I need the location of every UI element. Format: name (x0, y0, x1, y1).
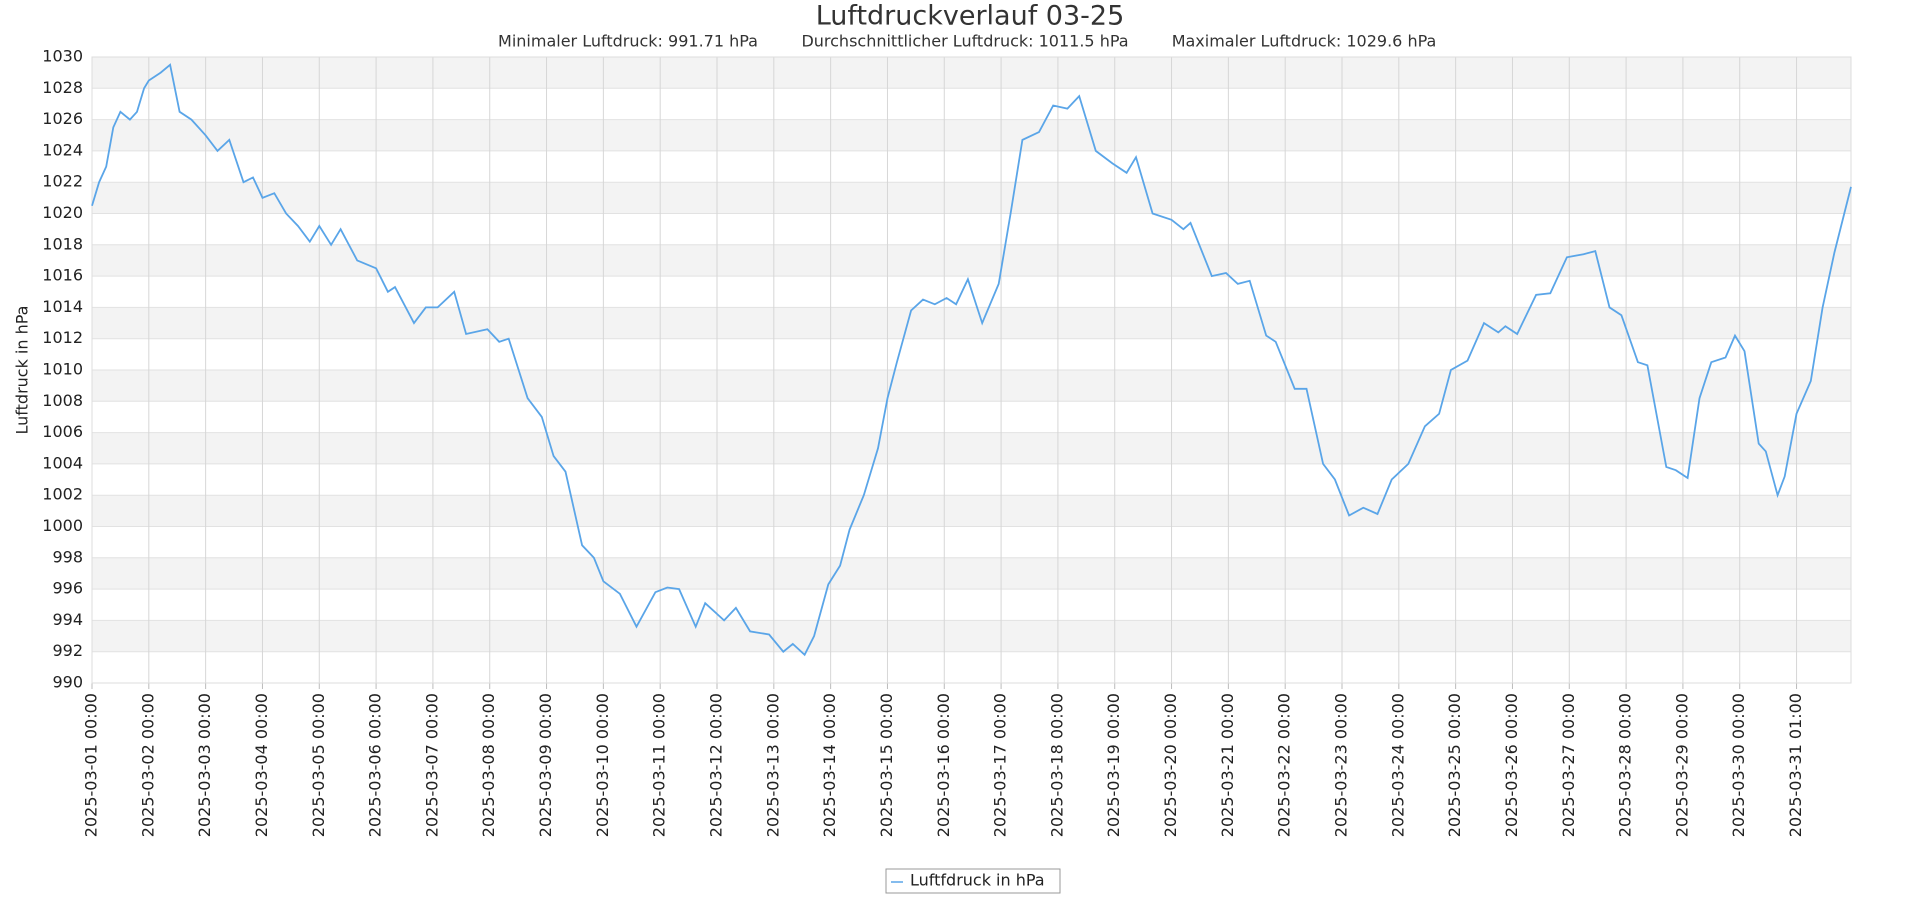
y-tick-label: 1016 (42, 266, 83, 285)
x-tick-label: 2025-03-06 00:00 (366, 693, 385, 837)
plot-border (91, 56, 1852, 684)
y-tick-label: 1010 (42, 360, 83, 379)
x-tick-label: 2025-03-29 00:00 (1672, 693, 1691, 837)
grid-band (92, 370, 1851, 402)
y-tick-label: 1020 (42, 203, 83, 222)
y-tick-label: 1006 (42, 422, 83, 441)
x-tick-label: 2025-03-13 00:00 (763, 693, 782, 837)
grid-band (92, 620, 1851, 652)
grid-band (92, 432, 1851, 464)
y-tick-label: 996 (52, 579, 83, 598)
x-tick-label: 2025-03-24 00:00 (1388, 693, 1407, 837)
legend-box (885, 868, 1061, 894)
x-tick-label: 2025-03-03 00:00 (195, 693, 214, 837)
x-tick-label: 2025-03-31 01:00 (1786, 693, 1805, 837)
x-tick-label: 2025-03-18 00:00 (1047, 693, 1066, 837)
y-tick-label: 1012 (42, 328, 83, 347)
x-tick-label: 2025-03-01 00:00 (82, 693, 101, 837)
x-tick-label: 2025-03-11 00:00 (650, 693, 669, 837)
y-axis-label: Luftdruck in hPa (13, 306, 32, 435)
x-tick-label: 2025-03-22 00:00 (1275, 693, 1294, 837)
x-tick-label: 2025-03-17 00:00 (991, 693, 1010, 837)
subtitle: Minimaler Luftdruck: 991.71 hPa (498, 32, 758, 51)
x-tick-label: 2025-03-14 00:00 (820, 693, 839, 837)
subtitle: Maximaler Luftdruck: 1029.6 hPa (1172, 32, 1437, 51)
grid-band (92, 495, 1851, 527)
grid-band (92, 557, 1851, 590)
x-tick-label: 2025-03-16 00:00 (934, 693, 953, 837)
x-tick-label: 2025-03-12 00:00 (707, 693, 726, 837)
x-tick-label: 2025-03-20 00:00 (1161, 693, 1180, 837)
x-tick-label: 2025-03-25 00:00 (1445, 693, 1464, 837)
grid-band (92, 307, 1851, 339)
x-tick-label: 2025-03-05 00:00 (309, 693, 328, 837)
y-tick-label: 998 (52, 547, 83, 566)
legend-label: Luftfdruck in hPa (910, 871, 1045, 890)
y-tick-label: 1000 (42, 516, 83, 535)
x-tick-label: 2025-03-10 00:00 (593, 693, 612, 837)
y-tick-label: 1028 (42, 78, 83, 97)
subtitle: Durchschnittlicher Luftdruck: 1011.5 hPa (801, 32, 1128, 51)
data-line (91, 63, 1852, 657)
grid-band (92, 244, 1851, 277)
x-tick-label: 2025-03-07 00:00 (422, 693, 441, 837)
y-tick-label: 1004 (42, 453, 83, 472)
x-tick-label: 2025-03-23 00:00 (1332, 693, 1351, 837)
x-tick-label: 2025-03-09 00:00 (536, 693, 555, 837)
chart-title: Luftdruckverlauf 03-25 (816, 1, 1125, 32)
x-tick-label: 2025-03-28 00:00 (1616, 693, 1635, 837)
y-tick-label: 1022 (42, 172, 83, 191)
x-tick-label: 2025-03-27 00:00 (1559, 693, 1578, 837)
y-tick-label: 1030 (42, 47, 83, 66)
y-tick-label: 1024 (42, 140, 83, 159)
grid-band (92, 182, 1851, 214)
x-tick-label: 2025-03-04 00:00 (252, 693, 271, 837)
x-tick-label: 2025-03-02 00:00 (138, 693, 157, 837)
y-tick-label: 990 (52, 673, 83, 692)
y-tick-label: 994 (52, 610, 83, 629)
y-tick-label: 992 (52, 641, 83, 660)
x-tick-label: 2025-03-21 00:00 (1218, 693, 1237, 837)
y-tick-label: 1018 (42, 234, 83, 253)
y-tick-label: 1026 (42, 109, 83, 128)
x-tick-label: 2025-03-30 00:00 (1729, 693, 1748, 837)
x-tick-label: 2025-03-19 00:00 (1104, 693, 1123, 837)
y-tick-label: 1008 (42, 391, 83, 410)
y-tick-label: 1002 (42, 485, 83, 504)
grid-band (92, 119, 1851, 151)
x-tick-label: 2025-03-26 00:00 (1502, 693, 1521, 837)
y-tick-label: 1014 (42, 297, 83, 316)
grid-band (92, 57, 1851, 89)
x-tick-label: 2025-03-15 00:00 (877, 693, 896, 837)
x-tick-label: 2025-03-08 00:00 (479, 693, 498, 837)
